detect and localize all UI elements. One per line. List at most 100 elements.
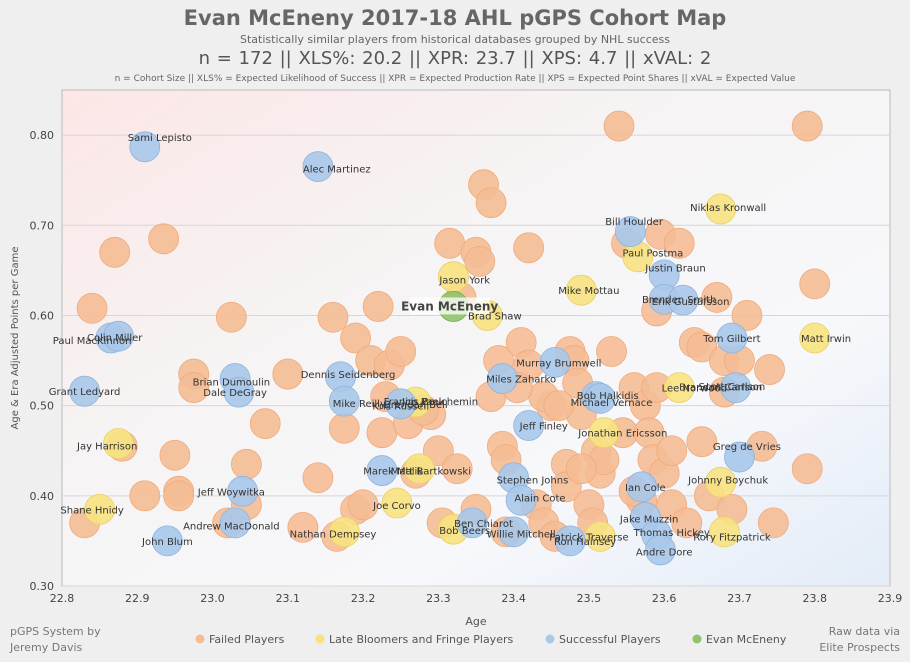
x-tick-label: 23.0 (200, 592, 225, 605)
legend-label-failed: Failed Players (209, 633, 285, 646)
point-label: Jeff Finley (519, 421, 568, 432)
x-tick-label: 23.4 (501, 592, 526, 605)
failed-player-point (603, 110, 635, 142)
successful-player-point (366, 455, 398, 486)
y-tick-label: 0.40 (30, 490, 55, 503)
legend-label-subject: Evan McEneny (706, 633, 787, 646)
failed-player-point (565, 453, 597, 485)
failed-player-point (686, 426, 718, 458)
point-label: Patrick Traverse (549, 532, 628, 543)
successful-player-point (227, 475, 259, 507)
point-label: Bill Houlder (605, 217, 664, 228)
subject-label-bg (409, 297, 490, 315)
failed-player-point (178, 372, 210, 404)
footer-credit: pGPS System by Jeremy Davis (10, 624, 101, 656)
failed-player-point (441, 453, 473, 485)
failed-player-point (799, 268, 831, 300)
late-bloomer-point (705, 466, 737, 498)
failed-player-point (99, 236, 131, 268)
successful-player-point (498, 516, 530, 548)
point-label: Scott Carlson (699, 382, 766, 393)
successful-player-point (223, 376, 255, 408)
y-tick-label: 0.60 (30, 309, 55, 322)
late-bloomer-point (84, 493, 116, 525)
successful-player-point (584, 383, 616, 414)
point-label: Mike Mottau (558, 286, 619, 297)
x-tick-label: 22.9 (125, 592, 150, 605)
point-label: Kris Russell (372, 402, 429, 413)
legend-swatch-subject (692, 634, 702, 644)
successful-player-point (513, 410, 545, 441)
failed-player-point (663, 227, 695, 259)
failed-player-point (791, 453, 823, 485)
successful-player-point (103, 320, 134, 352)
x-tick-label: 22.8 (50, 592, 75, 605)
failed-player-point (287, 511, 319, 543)
point-label: John Blum (141, 537, 193, 548)
failed-player-point (543, 390, 575, 422)
failed-player-point (754, 354, 785, 385)
point-label: Brian Dumoulin (193, 377, 271, 388)
late-bloomer-point (103, 428, 134, 459)
point-label: Alec Martinez (303, 164, 371, 175)
successful-player-point (328, 385, 360, 417)
successful-player-point (716, 322, 748, 354)
successful-player-point (505, 484, 537, 516)
point-label: Ron Hainsey (554, 537, 616, 548)
x-tick-label: 23.5 (577, 592, 602, 605)
y-tick-label: 0.70 (30, 219, 55, 232)
point-label: Andre Dore (636, 548, 693, 559)
point-label: Miles Zaharko (486, 375, 556, 386)
point-label: Jim Paek (401, 397, 445, 408)
successful-player-point (645, 534, 676, 566)
late-bloomer-point (588, 417, 620, 449)
point-label: Paul MacKinnon (53, 336, 132, 347)
failed-player-point (362, 291, 394, 322)
failed-player-point (671, 507, 703, 539)
stats-definitions: n = Cohort Size || XLS% = Expected Likel… (114, 74, 796, 84)
late-bloomer-point (663, 372, 695, 404)
failed-player-point (340, 322, 371, 354)
point-label: Marek Malik (363, 467, 423, 478)
point-label: Paul Postma (622, 248, 683, 259)
late-bloomer-point (584, 521, 616, 552)
successful-player-point (554, 525, 586, 557)
late-bloomer-point (565, 274, 597, 306)
successful-player-point (724, 441, 755, 473)
successful-player-point (539, 346, 571, 378)
late-bloomer-point (709, 516, 740, 548)
successful-player-point (385, 388, 417, 420)
failed-player-point (366, 417, 398, 449)
failed-player-point (475, 187, 507, 219)
point-label: Stephen Johns (497, 476, 569, 487)
x-tick-label: 23.2 (351, 592, 376, 605)
successful-player-point (614, 216, 646, 247)
point-label: Nathan Dempsey (290, 530, 377, 541)
x-tick-label: 23.7 (727, 592, 752, 605)
failed-player-point (347, 489, 379, 521)
point-label: Francis Bouchemin (384, 397, 478, 408)
late-bloomer-point (705, 193, 737, 225)
failed-player-point (317, 301, 349, 333)
point-label: Shane Hnidy (60, 505, 123, 516)
failed-player-point (656, 435, 688, 467)
failed-player-point (328, 412, 360, 444)
point-label: Joe Corvo (372, 501, 421, 512)
x-tick-label: 23.1 (276, 592, 301, 605)
failed-player-point (231, 448, 262, 480)
point-label: Justin Braun (644, 264, 706, 275)
point-label: Willie Mitchell (487, 530, 556, 541)
y-axis-title: Age & Era Adjusted Points per Game (10, 247, 21, 430)
failed-player-point (422, 435, 454, 467)
point-label: Matt Irwin (801, 334, 851, 345)
footer-source: Raw data via Elite Prospects (819, 624, 900, 656)
point-label: Bob Beers (439, 526, 490, 537)
failed-player-point (129, 480, 161, 512)
x-tick-label: 23.3 (426, 592, 451, 605)
successful-player-point (151, 525, 183, 557)
point-label: Johnny Boychuk (687, 476, 768, 487)
point-label: Brad Shaw (468, 311, 522, 322)
point-label: Greg de Vries (713, 442, 781, 453)
legend-label-successful: Successful Players (559, 633, 661, 646)
footer-source-line1: Raw data via (828, 625, 900, 638)
